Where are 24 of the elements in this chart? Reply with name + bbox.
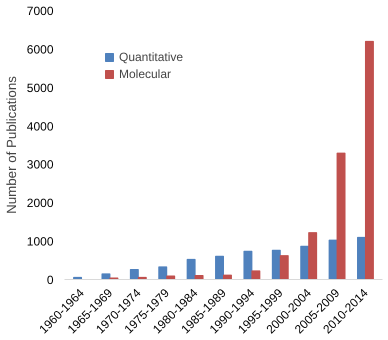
bar	[215, 256, 224, 280]
bar	[101, 273, 110, 280]
bar	[251, 270, 260, 280]
bar	[194, 274, 204, 280]
bar	[130, 269, 139, 280]
bar	[280, 255, 289, 280]
bar	[166, 276, 176, 280]
bar	[223, 274, 232, 280]
y-axis-title: Number of Publications	[4, 76, 19, 214]
bar	[243, 250, 252, 280]
bar	[364, 40, 374, 280]
y-tick-label: 2000	[26, 196, 54, 210]
bar	[336, 152, 346, 280]
y-tick-label: 4000	[26, 119, 54, 134]
y-tick-label: 7000	[26, 4, 54, 18]
legend-label: Molecular	[119, 67, 172, 81]
bar	[308, 232, 318, 280]
y-tick-label: 0	[46, 273, 54, 287]
y-tick-label: 6000	[26, 42, 54, 56]
y-tick-label: 1000	[26, 234, 54, 249]
legend-label: Quantitative	[119, 50, 184, 64]
y-tick-label: 3000	[26, 158, 54, 172]
bar	[186, 258, 196, 280]
y-tick-label: 5000	[26, 80, 54, 95]
